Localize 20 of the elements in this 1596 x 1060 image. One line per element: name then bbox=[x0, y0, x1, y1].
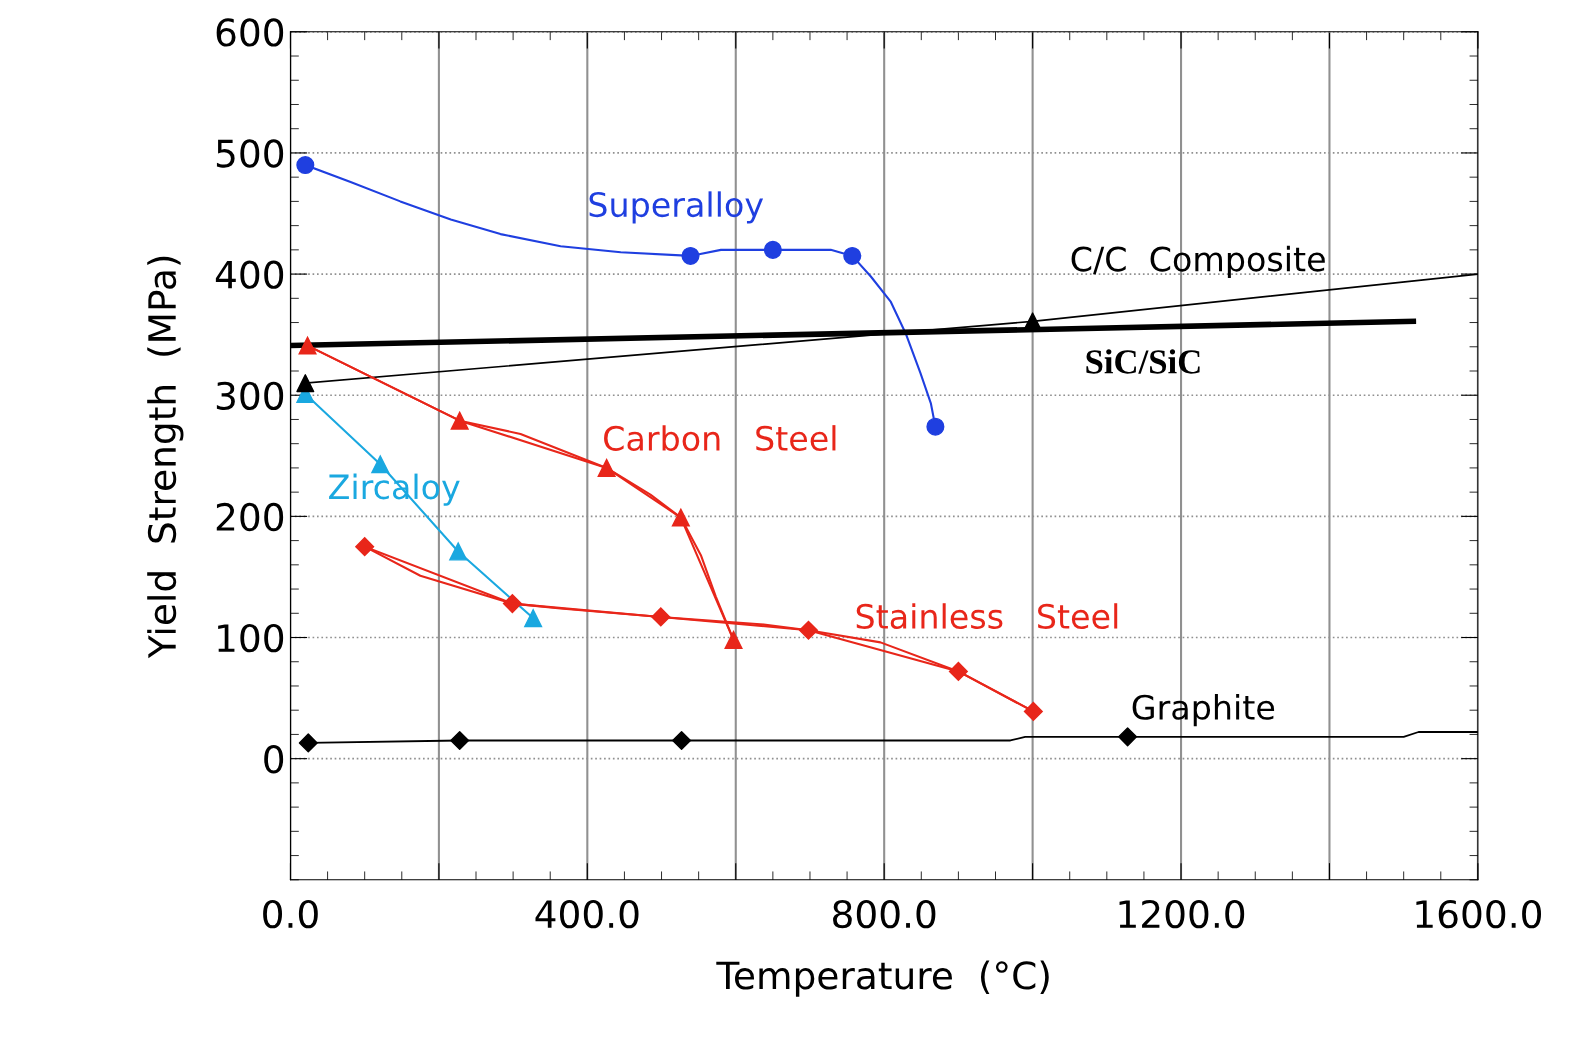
series-label: SiC/SiC bbox=[1086, 349, 1200, 374]
y-tick-label: 200 bbox=[216, 502, 284, 532]
series-label: Graphite bbox=[1132, 694, 1275, 727]
y-tick-label: 300 bbox=[216, 381, 284, 411]
x-tick-label: 800.0 bbox=[833, 899, 936, 929]
x-axis-title: Temperature (°C) bbox=[716, 960, 1049, 997]
x-tick-label: 1600.0 bbox=[1416, 899, 1542, 929]
y-tick-label: 0 bbox=[264, 745, 284, 774]
x-tick-label: 0.0 bbox=[263, 899, 318, 929]
series-label: Superalloy bbox=[589, 191, 764, 224]
y-tick-label: 600 bbox=[216, 18, 284, 47]
y-axis-title: Yield Strength (MPa) bbox=[147, 256, 184, 659]
series-label: Stainless Steel bbox=[856, 603, 1118, 630]
x-tick-label: 1200.0 bbox=[1119, 899, 1245, 929]
series-label: C/C Composite bbox=[1071, 245, 1325, 279]
y-tick-label: 100 bbox=[218, 623, 284, 653]
y-tick-label: 400 bbox=[215, 260, 284, 289]
series-label: Carbon Steel bbox=[604, 425, 836, 451]
x-tick-label: 400.0 bbox=[535, 899, 639, 929]
y-tick-label: 500 bbox=[216, 139, 284, 168]
